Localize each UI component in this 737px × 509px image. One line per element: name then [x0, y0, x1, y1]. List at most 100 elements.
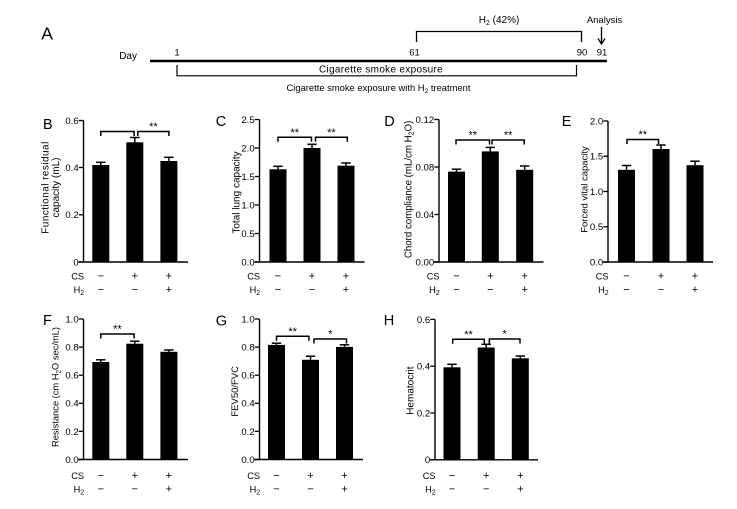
svg-text:CS: CS — [71, 471, 84, 481]
svg-text:2.0: 2.0 — [590, 116, 603, 127]
svg-text:0.0: 0.0 — [241, 257, 254, 268]
svg-text:*: * — [328, 329, 333, 341]
svg-text:0.6: 0.6 — [65, 371, 78, 382]
svg-text:−: − — [623, 284, 629, 296]
svg-text:Total lung capacity: Total lung capacity — [232, 151, 243, 233]
svg-text:H: H — [384, 313, 394, 329]
svg-text:G: G — [216, 314, 227, 330]
svg-text:**: ** — [113, 324, 122, 336]
svg-text:0.8: 0.8 — [241, 343, 254, 354]
svg-text:−: − — [483, 484, 489, 496]
svg-text:+: + — [692, 271, 698, 283]
svg-text:B: B — [43, 117, 53, 133]
svg-text:FEV50/FVC: FEV50/FVC — [230, 366, 241, 417]
svg-text:−: − — [132, 284, 138, 296]
svg-text:+: + — [658, 271, 664, 283]
svg-text:+: + — [166, 484, 172, 496]
svg-text:0.00: 0.00 — [416, 257, 435, 268]
svg-text:F: F — [43, 313, 52, 329]
svg-text:1: 1 — [174, 48, 179, 59]
svg-text:0.2: 0.2 — [417, 408, 430, 419]
svg-text:0.0: 0.0 — [65, 455, 78, 466]
svg-text:+: + — [166, 271, 172, 283]
svg-text:1.5: 1.5 — [241, 172, 254, 183]
svg-text:0.4: 0.4 — [417, 362, 431, 373]
svg-text:0.4: 0.4 — [241, 399, 255, 410]
svg-text:+: + — [517, 484, 523, 496]
svg-text:Cigarette smoke exposure: Cigarette smoke exposure — [319, 65, 443, 76]
svg-text:1.5: 1.5 — [590, 152, 603, 163]
svg-text:+: + — [132, 470, 138, 482]
svg-text:H2: H2 — [74, 285, 85, 297]
svg-text:**: ** — [468, 130, 477, 142]
svg-text:+: + — [166, 470, 172, 482]
svg-text:H2: H2 — [425, 485, 436, 497]
svg-text:0: 0 — [73, 257, 78, 268]
svg-text:0.04: 0.04 — [416, 210, 435, 221]
svg-text:**: ** — [464, 329, 473, 341]
svg-text:H2: H2 — [429, 285, 440, 297]
svg-text:C: C — [216, 114, 226, 130]
svg-text:**: ** — [504, 130, 513, 142]
svg-text:90: 90 — [577, 48, 588, 59]
svg-text:−: − — [487, 284, 493, 296]
svg-text:*: * — [503, 329, 508, 341]
svg-text:−: − — [273, 470, 279, 482]
svg-text:0.2: 0.2 — [241, 427, 254, 438]
svg-text:0.5: 0.5 — [590, 222, 603, 233]
svg-text:−: − — [453, 284, 459, 296]
svg-text:0.8: 0.8 — [65, 343, 78, 354]
svg-text:0.6: 0.6 — [241, 371, 254, 382]
svg-text:1.0: 1.0 — [241, 314, 254, 325]
svg-text:−: − — [307, 484, 313, 496]
svg-text:−: − — [98, 470, 104, 482]
svg-text:Chord compliance (mL/cm H2O): Chord compliance (mL/cm H2O) — [404, 121, 416, 258]
svg-text:+: + — [132, 271, 138, 283]
svg-text:+: + — [309, 271, 315, 283]
svg-text:+: + — [517, 470, 523, 482]
svg-text:+: + — [343, 284, 349, 296]
svg-text:0.6: 0.6 — [417, 315, 430, 326]
svg-text:1.0: 1.0 — [65, 314, 78, 325]
svg-text:0.5: 0.5 — [241, 229, 254, 240]
svg-text:Resistance (cm H2O sec/mL): Resistance (cm H2O sec/mL) — [51, 327, 63, 447]
svg-text:+: + — [487, 271, 493, 283]
svg-text:0.0: 0.0 — [241, 455, 254, 466]
svg-text:**: ** — [288, 326, 297, 338]
svg-text:0.2: 0.2 — [65, 427, 78, 438]
svg-text:+: + — [343, 271, 349, 283]
svg-text:Forced vital capacity: Forced vital capacity — [580, 146, 591, 233]
svg-text:2.5: 2.5 — [241, 115, 254, 126]
svg-text:+: + — [521, 284, 527, 296]
svg-text:+: + — [521, 271, 527, 283]
svg-text:0.08: 0.08 — [416, 162, 435, 173]
svg-text:0.0: 0.0 — [590, 257, 603, 268]
svg-text:+: + — [166, 284, 172, 296]
svg-text:CS: CS — [423, 471, 436, 481]
svg-text:H2: H2 — [598, 285, 609, 297]
svg-text:+: + — [692, 284, 698, 296]
svg-text:CS: CS — [427, 272, 440, 282]
svg-text:−: − — [273, 484, 279, 496]
svg-text:−: − — [449, 484, 455, 496]
svg-text:**: ** — [290, 127, 299, 139]
svg-text:−: − — [658, 284, 664, 296]
svg-text:D: D — [384, 114, 394, 130]
svg-text:+: + — [341, 470, 347, 482]
svg-text:H2 (42%): H2 (42%) — [479, 15, 520, 27]
svg-text:0.4: 0.4 — [65, 399, 79, 410]
svg-text:61: 61 — [409, 48, 420, 59]
svg-text:Analysis: Analysis — [587, 15, 623, 26]
svg-text:0.12: 0.12 — [416, 115, 435, 126]
svg-text:H2: H2 — [250, 285, 261, 297]
svg-text:Day: Day — [119, 51, 137, 62]
svg-text:CS: CS — [71, 272, 84, 282]
svg-text:Hematocrit: Hematocrit — [406, 366, 417, 415]
svg-text:H2: H2 — [74, 485, 85, 497]
svg-text:1.0: 1.0 — [241, 200, 254, 211]
svg-text:−: − — [275, 284, 281, 296]
svg-text:0.4: 0.4 — [65, 163, 79, 174]
svg-text:CS: CS — [247, 272, 260, 282]
svg-text:2.0: 2.0 — [241, 143, 254, 154]
svg-text:+: + — [341, 484, 347, 496]
